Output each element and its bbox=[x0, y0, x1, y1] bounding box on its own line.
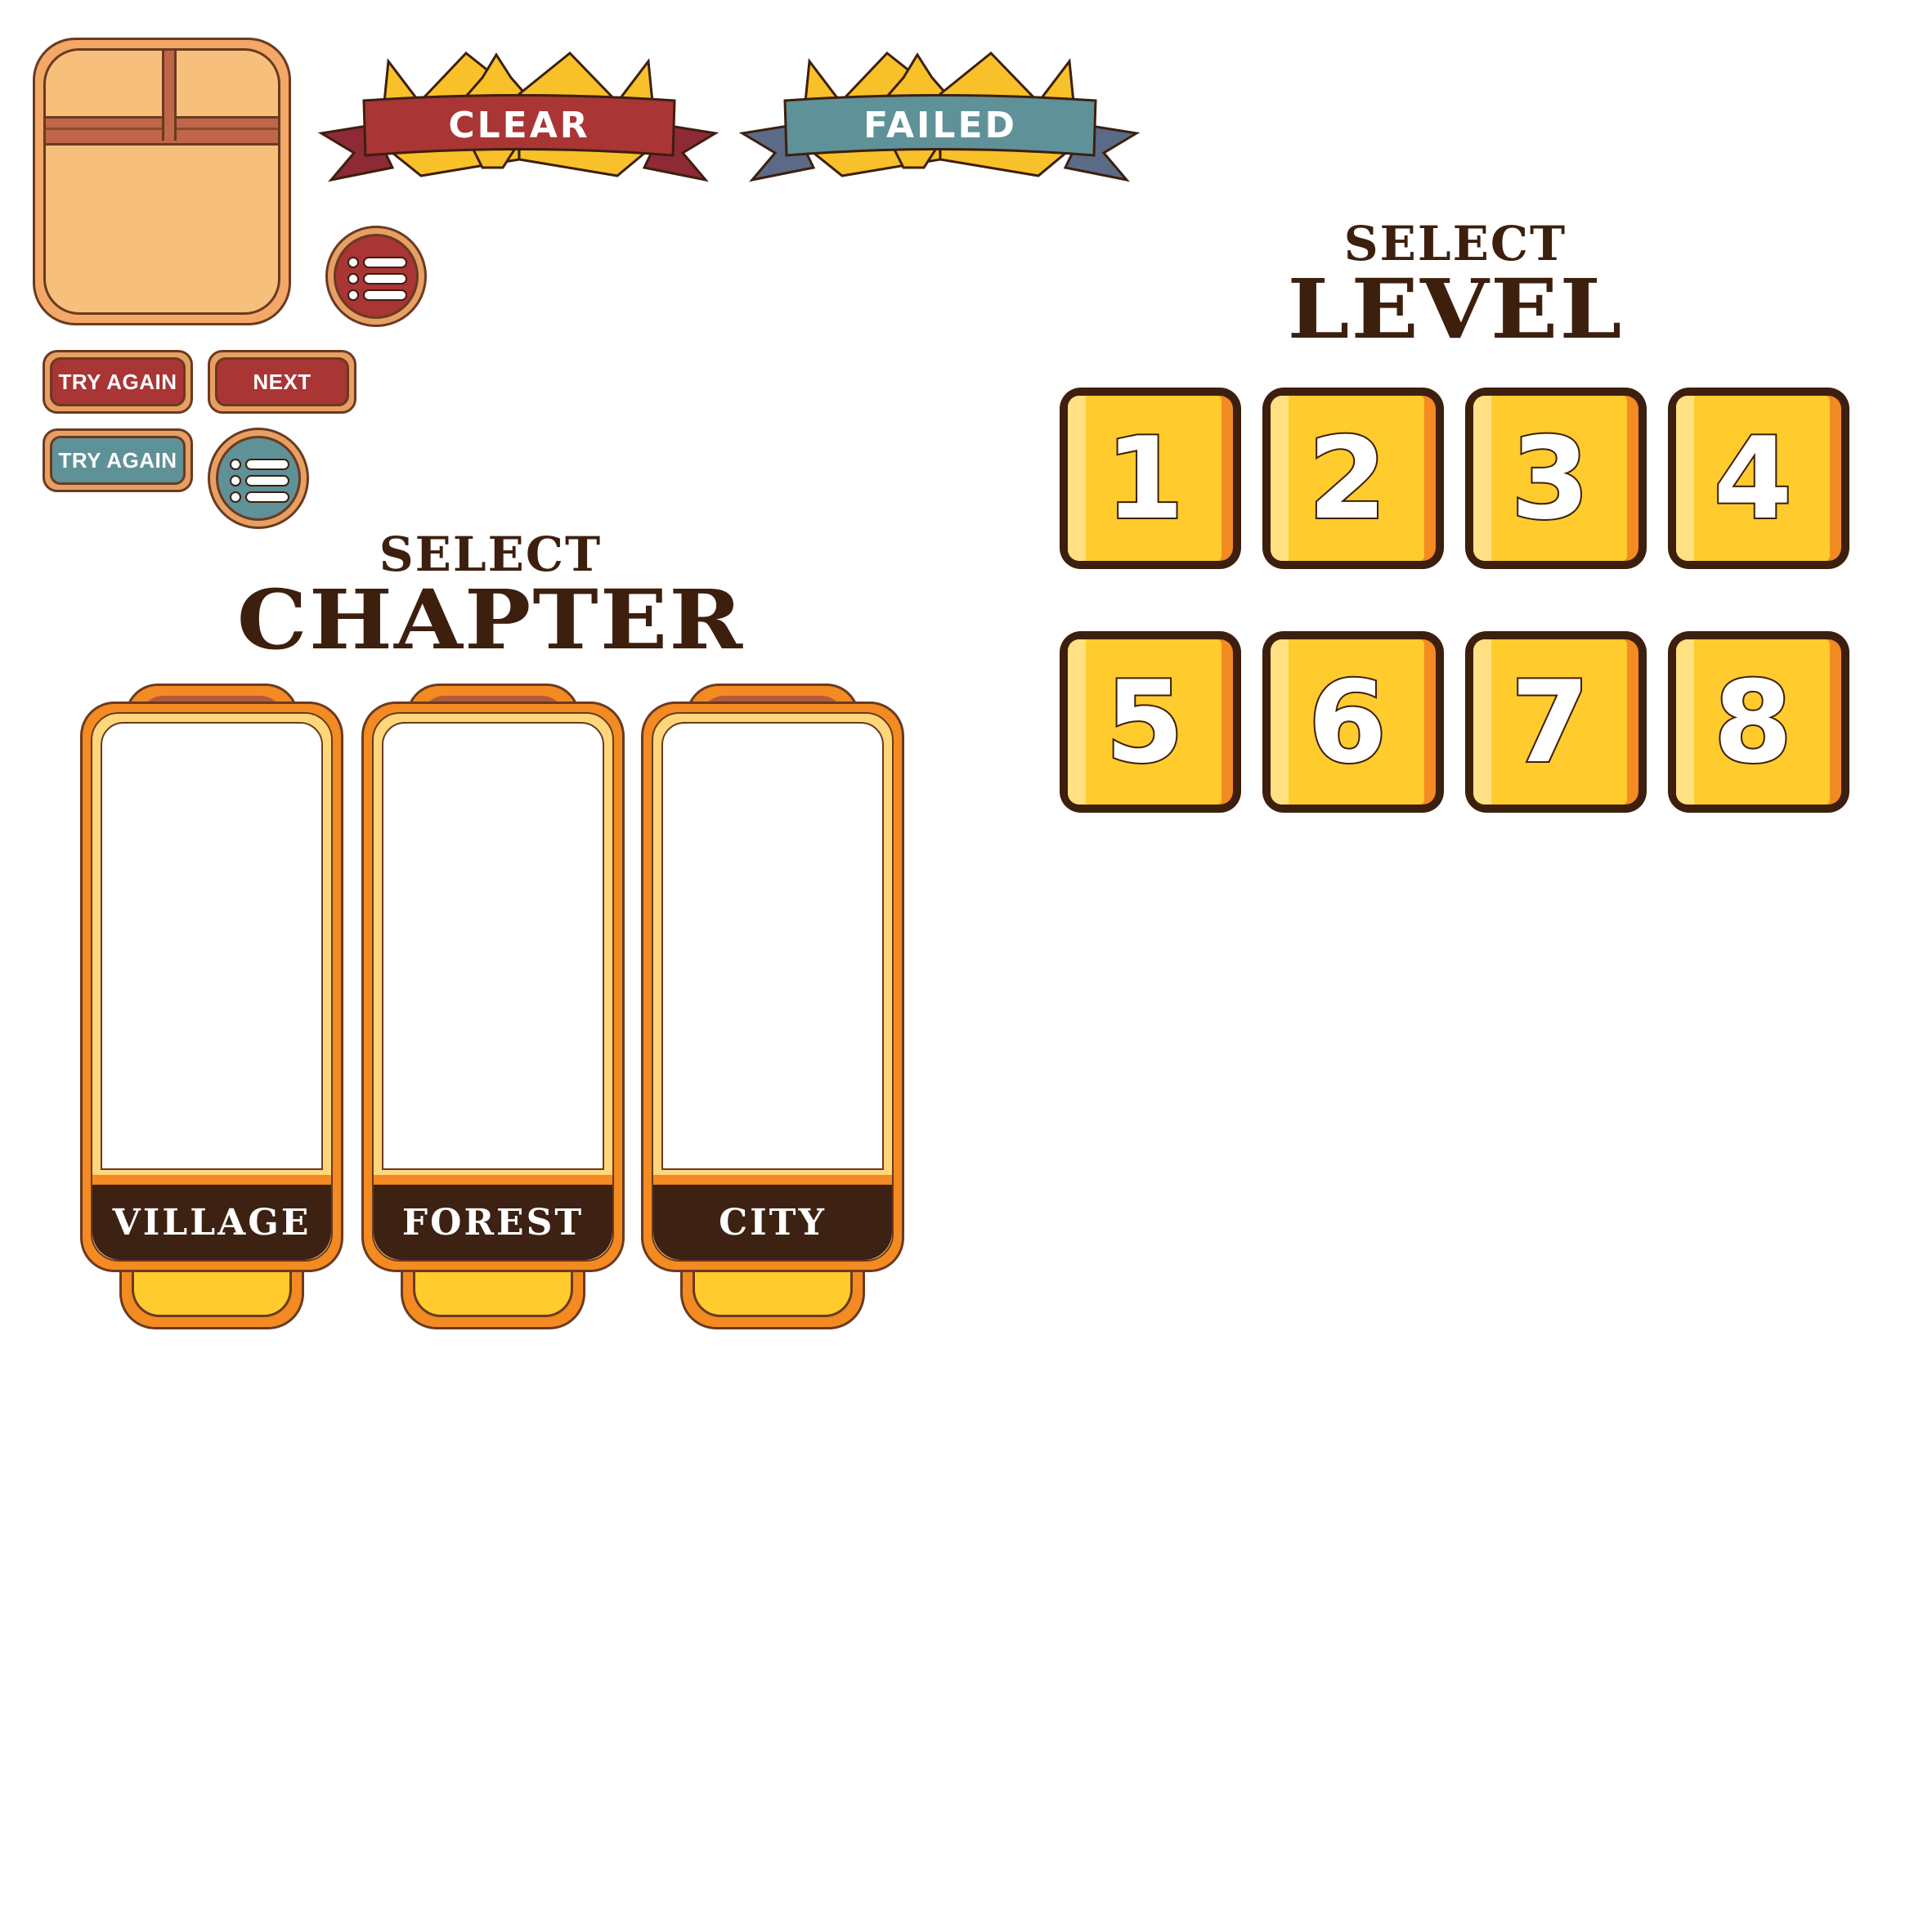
level-button-3[interactable]: 3 bbox=[1465, 388, 1647, 569]
level-button-1[interactable]: 1 bbox=[1060, 388, 1241, 569]
menu-button-red[interactable] bbox=[325, 226, 427, 327]
select-chapter-small: SELECT bbox=[379, 527, 603, 582]
clear-banner: CLEAR bbox=[317, 51, 719, 182]
chapter-label: CITY bbox=[653, 1175, 892, 1260]
select-chapter-title: SELECT CHAPTER bbox=[237, 527, 742, 661]
chapter-image-area bbox=[661, 722, 884, 1170]
clear-label: CLEAR bbox=[448, 105, 589, 146]
select-level-big: LEVEL bbox=[1287, 261, 1624, 357]
chapter-label: VILLAGE bbox=[92, 1175, 331, 1260]
menu-button-teal[interactable] bbox=[208, 428, 309, 529]
chapter-card-forest[interactable]: FOREST bbox=[361, 684, 625, 1329]
try-again-button-red[interactable]: TRY AGAIN bbox=[43, 350, 193, 414]
chapter-image-area bbox=[382, 722, 604, 1170]
level-number: 2 bbox=[1307, 411, 1388, 546]
level-number: 5 bbox=[1104, 655, 1186, 790]
panel-vertical-band bbox=[162, 51, 177, 141]
level-button-6[interactable]: 6 bbox=[1262, 631, 1444, 813]
select-level-title: SELECT LEVEL bbox=[1251, 219, 1660, 350]
level-number: 8 bbox=[1712, 655, 1794, 790]
level-number: 7 bbox=[1509, 655, 1591, 790]
level-button-2[interactable]: 2 bbox=[1262, 388, 1444, 569]
list-icon bbox=[230, 459, 289, 503]
failed-banner: FAILED bbox=[738, 51, 1141, 182]
try-again-label: TRY AGAIN bbox=[58, 447, 177, 473]
level-number: 3 bbox=[1509, 411, 1591, 546]
try-again-button-teal[interactable]: TRY AGAIN bbox=[43, 428, 193, 492]
level-button-7[interactable]: 7 bbox=[1465, 631, 1647, 813]
panel-inner bbox=[43, 48, 280, 315]
failed-label: FAILED bbox=[863, 105, 1017, 146]
chapter-label: FOREST bbox=[374, 1175, 612, 1260]
next-label: NEXT bbox=[253, 369, 312, 394]
chapter-card-village[interactable]: VILLAGE bbox=[80, 684, 343, 1329]
empty-panel bbox=[33, 38, 291, 325]
next-button[interactable]: NEXT bbox=[208, 350, 356, 414]
level-number: 1 bbox=[1104, 411, 1186, 546]
level-button-4[interactable]: 4 bbox=[1668, 388, 1849, 569]
chapter-image-area bbox=[101, 722, 323, 1170]
chapter-card-city[interactable]: CITY bbox=[641, 684, 904, 1329]
select-chapter-big: CHAPTER bbox=[236, 572, 745, 668]
level-number: 6 bbox=[1307, 655, 1388, 790]
level-button-8[interactable]: 8 bbox=[1668, 631, 1849, 813]
list-icon bbox=[347, 257, 407, 301]
level-number: 4 bbox=[1712, 411, 1794, 546]
level-button-5[interactable]: 5 bbox=[1060, 631, 1241, 813]
try-again-label: TRY AGAIN bbox=[58, 369, 177, 394]
select-level-small: SELECT bbox=[1343, 216, 1567, 271]
